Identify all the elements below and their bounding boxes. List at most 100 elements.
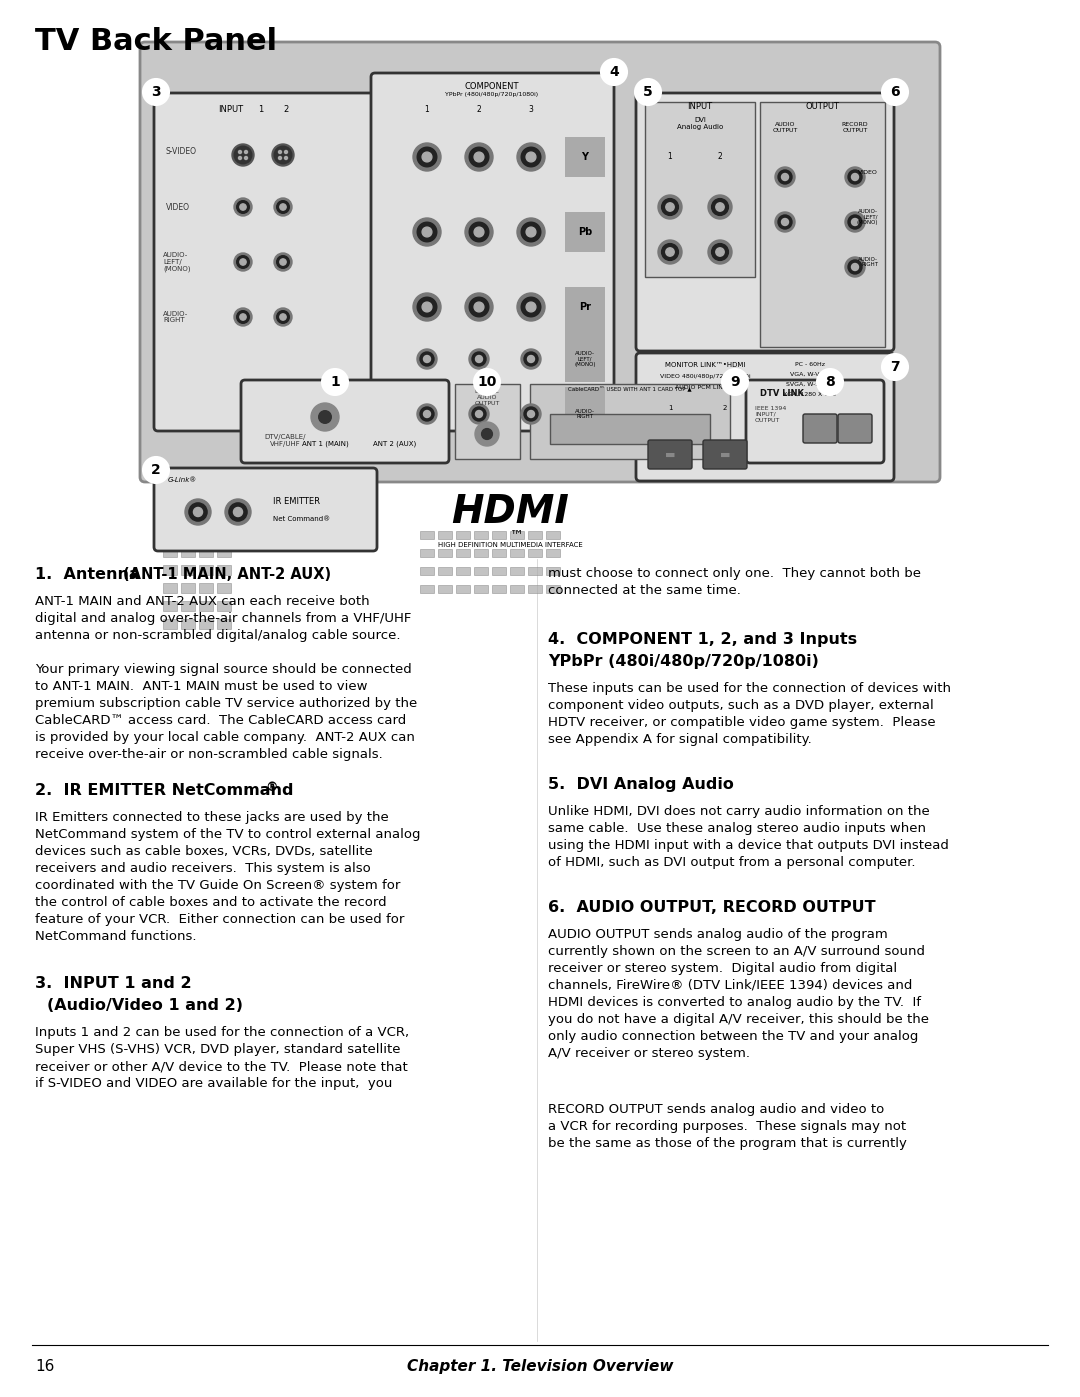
Bar xyxy=(546,549,561,557)
Bar xyxy=(163,564,177,576)
Circle shape xyxy=(234,147,252,163)
Circle shape xyxy=(848,260,862,274)
FancyBboxPatch shape xyxy=(804,414,837,443)
Bar xyxy=(420,531,434,539)
Text: PC - 60Hz: PC - 60Hz xyxy=(795,362,825,367)
Circle shape xyxy=(848,170,862,184)
Bar xyxy=(217,564,231,576)
Circle shape xyxy=(600,59,627,85)
Text: COMPONENT: COMPONENT xyxy=(464,82,519,91)
FancyBboxPatch shape xyxy=(648,440,692,469)
Text: 2: 2 xyxy=(151,462,161,476)
Bar xyxy=(456,531,470,539)
Text: 1: 1 xyxy=(424,105,430,115)
Text: TV Back Panel: TV Back Panel xyxy=(35,27,278,56)
Text: 6.  AUDIO OUTPUT, RECORD OUTPUT: 6. AUDIO OUTPUT, RECORD OUTPUT xyxy=(548,900,876,915)
Bar xyxy=(217,619,231,629)
Text: VIDEO: VIDEO xyxy=(859,169,878,175)
Circle shape xyxy=(417,404,437,425)
FancyBboxPatch shape xyxy=(703,440,747,469)
Text: YPbPr (480i/480p/720p/1080i): YPbPr (480i/480p/720p/1080i) xyxy=(445,92,539,96)
Bar xyxy=(420,549,434,557)
Text: HDMI: HDMI xyxy=(451,493,569,531)
Bar xyxy=(510,549,524,557)
Bar xyxy=(199,619,213,629)
Circle shape xyxy=(845,212,865,232)
Bar xyxy=(510,531,524,539)
Text: Inputs 1 and 2 can be used for the connection of a VCR,
Super VHS (S-VHS) VCR, D: Inputs 1 and 2 can be used for the conne… xyxy=(35,1025,409,1090)
Text: VIDEO: VIDEO xyxy=(166,203,190,211)
Text: These inputs can be used for the connection of devices with
component video outp: These inputs can be used for the connect… xyxy=(548,682,951,746)
Circle shape xyxy=(474,302,484,312)
Text: CableCARD™ USED WITH ANT 1 CARD TOP ▲: CableCARD™ USED WITH ANT 1 CARD TOP ▲ xyxy=(568,387,692,393)
Text: Unlike HDMI, DVI does not carry audio information on the
same cable.  Use these : Unlike HDMI, DVI does not carry audio in… xyxy=(548,805,949,869)
Text: AUDIO
OUTPUT: AUDIO OUTPUT xyxy=(772,122,798,133)
Circle shape xyxy=(234,307,252,326)
Bar xyxy=(438,585,453,592)
Circle shape xyxy=(193,507,203,517)
Bar xyxy=(199,548,213,557)
Circle shape xyxy=(517,142,545,170)
Text: 7: 7 xyxy=(890,360,900,374)
Bar xyxy=(474,549,488,557)
Bar xyxy=(217,583,231,592)
Circle shape xyxy=(423,355,431,362)
Circle shape xyxy=(233,507,243,517)
Circle shape xyxy=(274,147,292,163)
Circle shape xyxy=(240,258,246,265)
Text: 4: 4 xyxy=(609,66,619,80)
Bar xyxy=(492,585,507,592)
Circle shape xyxy=(527,355,535,362)
Text: Net Command®: Net Command® xyxy=(273,515,330,522)
Circle shape xyxy=(469,349,489,369)
Text: 8: 8 xyxy=(825,374,835,388)
Text: ▬: ▬ xyxy=(719,450,730,460)
Circle shape xyxy=(240,314,246,320)
Bar xyxy=(163,529,177,539)
Circle shape xyxy=(229,503,247,521)
Text: 4.  COMPONENT 1, 2, and 3 Inputs: 4. COMPONENT 1, 2, and 3 Inputs xyxy=(548,631,858,647)
Bar xyxy=(474,585,488,592)
Circle shape xyxy=(816,369,843,395)
Bar xyxy=(438,549,453,557)
Text: must choose to connect only one.  They cannot both be
connected at the same time: must choose to connect only one. They ca… xyxy=(548,567,921,597)
Text: 16: 16 xyxy=(35,1359,54,1375)
Circle shape xyxy=(716,247,725,256)
Text: S-VIDEO: S-VIDEO xyxy=(166,148,197,156)
Circle shape xyxy=(851,218,859,225)
Bar xyxy=(199,529,213,539)
Bar xyxy=(492,549,507,557)
Circle shape xyxy=(234,253,252,271)
Bar xyxy=(510,567,524,576)
Circle shape xyxy=(239,151,242,154)
Circle shape xyxy=(472,407,486,420)
Circle shape xyxy=(778,170,792,184)
Text: Your primary viewing signal source should be connected
to ANT-1 MAIN.  ANT-1 MAI: Your primary viewing signal source shoul… xyxy=(35,664,417,761)
Circle shape xyxy=(517,293,545,321)
Circle shape xyxy=(482,429,492,440)
Text: VGA, W-VGA,: VGA, W-VGA, xyxy=(789,372,831,377)
Text: ANT-1 MAIN and ANT-2 AUX can each receive both
digital and analog over-the-air c: ANT-1 MAIN and ANT-2 AUX can each receiv… xyxy=(35,595,411,643)
Circle shape xyxy=(234,198,252,217)
Text: HIGH DEFINITION MULTIMEDIA INTERFACE: HIGH DEFINITION MULTIMEDIA INTERFACE xyxy=(437,542,582,548)
Bar xyxy=(528,549,542,557)
FancyBboxPatch shape xyxy=(140,42,940,482)
Bar xyxy=(565,286,605,327)
Circle shape xyxy=(526,228,536,237)
Circle shape xyxy=(775,212,795,232)
Circle shape xyxy=(279,156,282,159)
Circle shape xyxy=(658,196,681,219)
Circle shape xyxy=(521,349,541,369)
FancyBboxPatch shape xyxy=(241,380,449,462)
Circle shape xyxy=(524,352,538,366)
Bar xyxy=(181,564,195,576)
Circle shape xyxy=(522,298,541,317)
Circle shape xyxy=(413,293,441,321)
Circle shape xyxy=(723,369,748,395)
Text: 2: 2 xyxy=(476,105,482,115)
Circle shape xyxy=(274,253,292,271)
Bar xyxy=(492,531,507,539)
Text: INPUT: INPUT xyxy=(218,105,243,115)
Circle shape xyxy=(276,256,289,268)
Circle shape xyxy=(417,349,437,369)
